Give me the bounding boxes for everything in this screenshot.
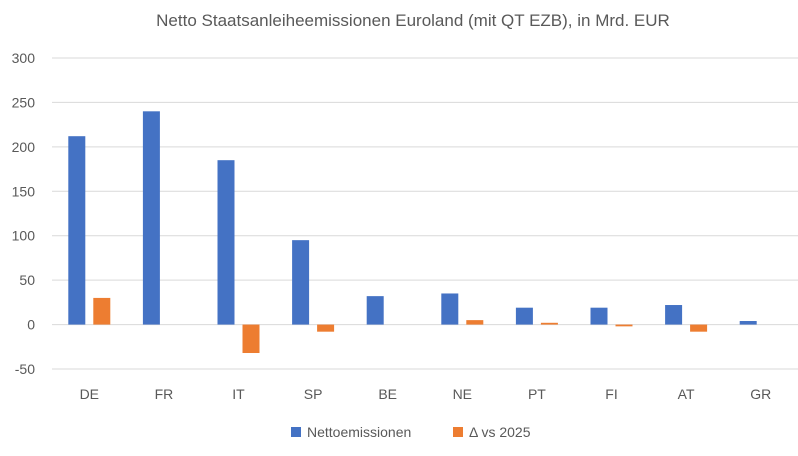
bar-de-delta-2025 [93,297,111,325]
y-tick-label: 200 [12,139,36,155]
y-tick-label: 300 [12,50,36,66]
bar-pt-delta-2025 [540,322,558,325]
x-tick-label: AT [678,386,695,402]
x-tick-label: DE [80,386,99,402]
bar-be-nettoemissionen [366,296,384,325]
y-axis: -50 0 50 100 150 200 250 300 [12,50,36,377]
x-tick-label: BE [378,386,397,402]
bar-it-delta-2025 [242,324,260,354]
bar-ne-delta-2025 [466,320,484,325]
legend-swatch [291,427,301,437]
y-tick-label: 50 [19,272,35,288]
x-tick-label: IT [232,386,245,402]
x-tick-label: SP [304,386,323,402]
bar-fi-delta-2025 [615,324,633,327]
bar-ne-nettoemissionen [441,293,459,325]
legend-swatch [453,427,463,437]
legend: Nettoemissionen Δ vs 2025 [291,424,531,440]
bar-sp-delta-2025 [317,324,335,332]
bar-de-nettoemissionen [68,136,86,325]
bar-at-nettoemissionen [665,305,683,325]
x-tick-label: FR [155,386,174,402]
x-axis: DE FR IT SP BE NE PT FI AT GR [80,386,772,402]
bar-at-delta-2025 [690,324,708,332]
x-tick-label: FI [605,386,617,402]
y-tick-label: 150 [12,183,36,199]
x-tick-label: NE [453,386,472,402]
legend-label: Nettoemissionen [307,424,411,440]
y-tick-label: -50 [15,361,35,377]
legend-label: Δ vs 2025 [469,424,531,440]
bar-gr-nettoemissionen [739,321,757,325]
bars [68,111,757,354]
x-tick-label: GR [750,386,771,402]
y-tick-label: 250 [12,94,36,110]
bar-it-nettoemissionen [217,160,235,325]
bar-sp-nettoemissionen [292,240,310,325]
bar-fr-nettoemissionen [142,111,160,325]
chart-title: Netto Staatsanleiheemissionen Euroland (… [156,11,670,30]
bar-fi-nettoemissionen [590,307,608,325]
bar-pt-nettoemissionen [515,307,533,325]
y-tick-label: 0 [27,317,35,333]
gridlines [52,57,798,370]
y-tick-label: 100 [12,228,36,244]
x-tick-label: PT [528,386,546,402]
